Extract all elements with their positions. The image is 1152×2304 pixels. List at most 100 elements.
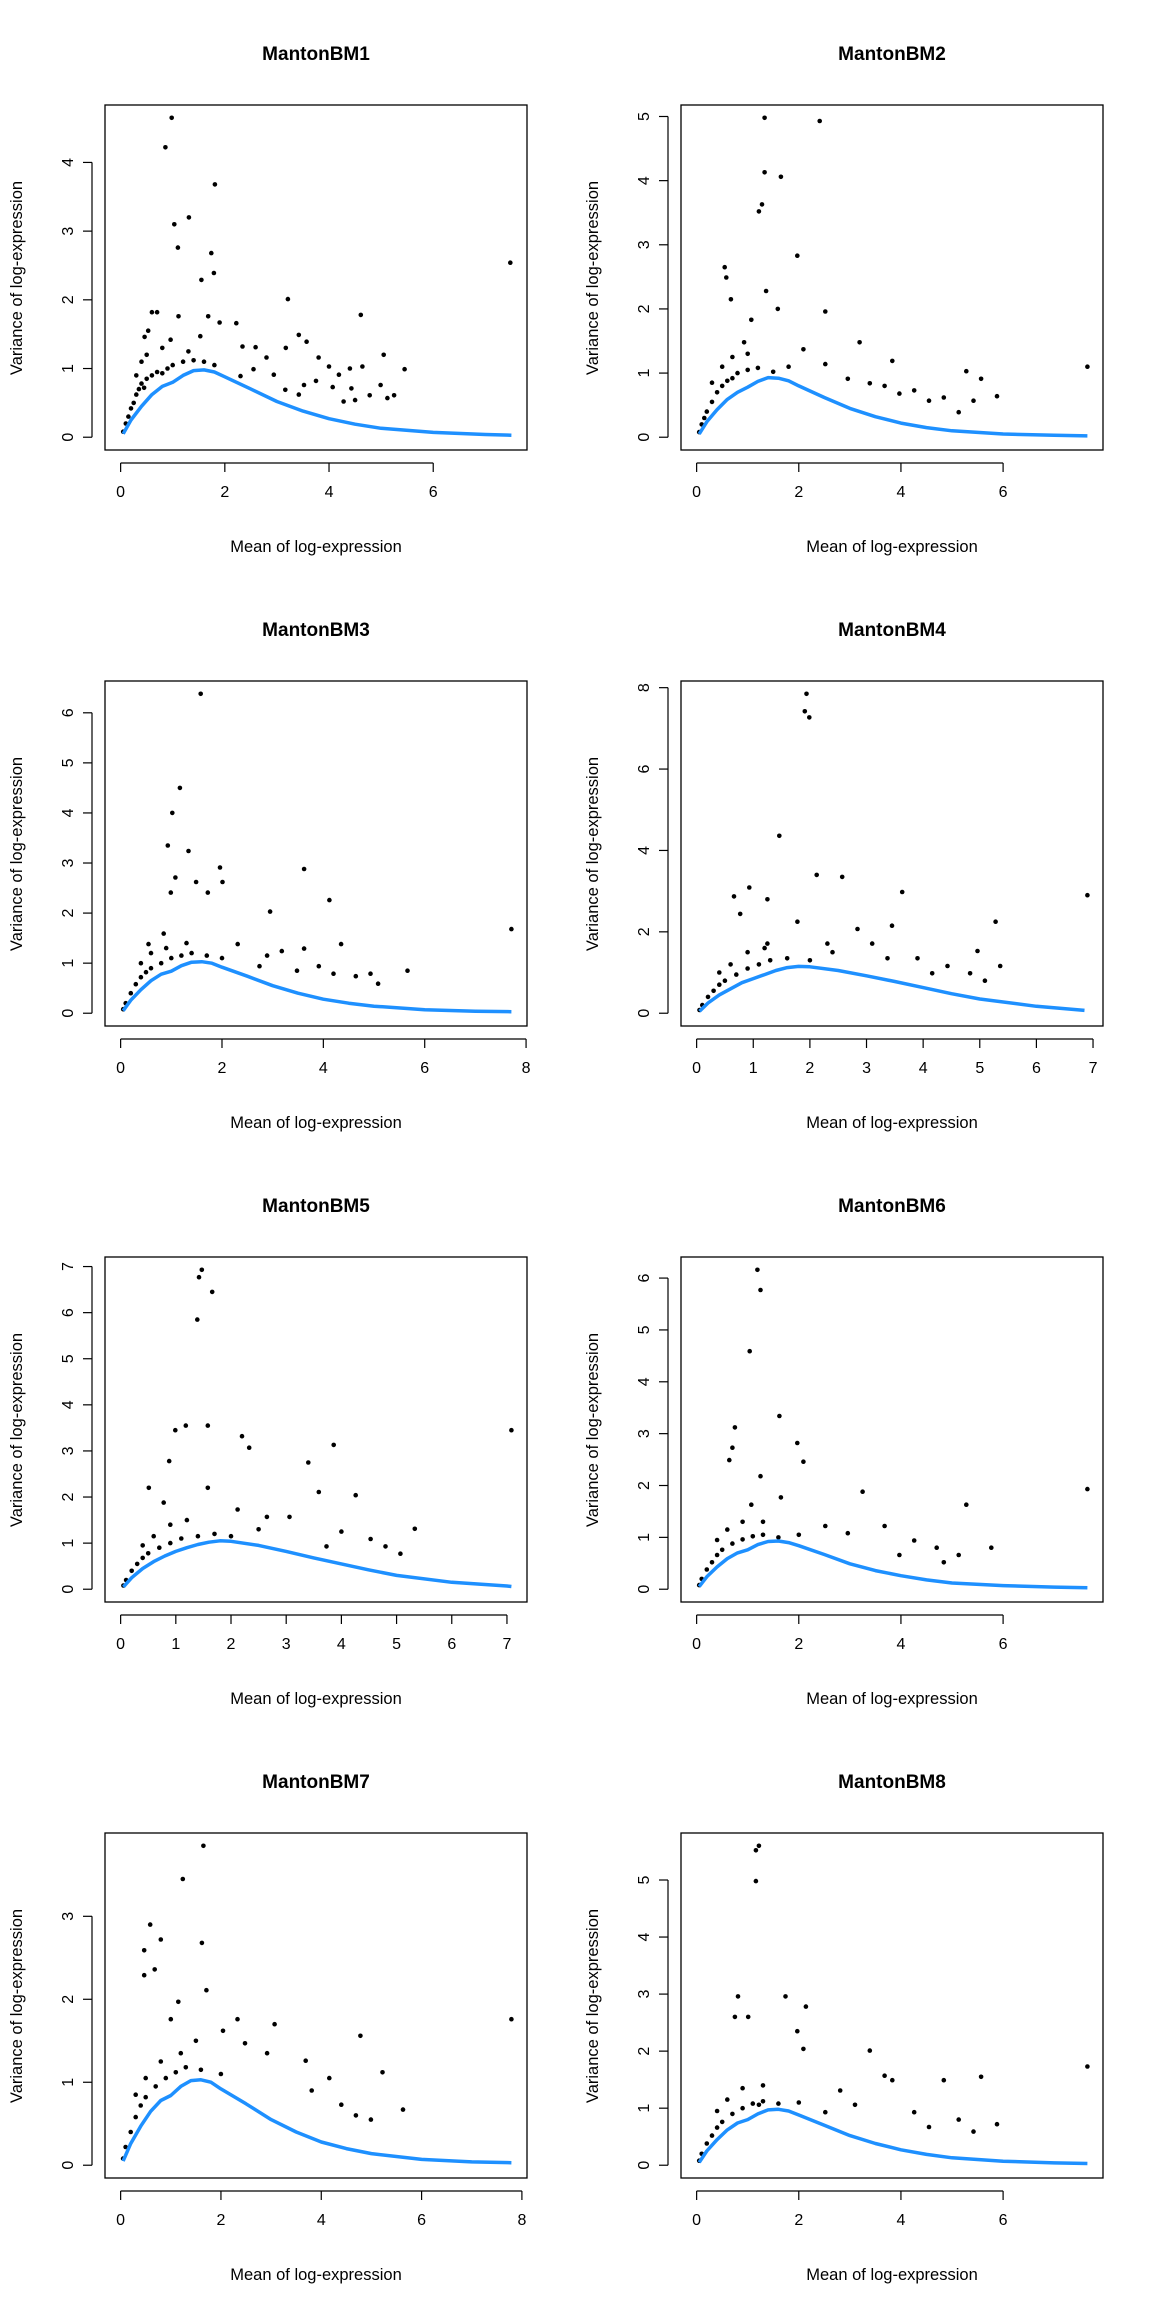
y-tick-label: 5 bbox=[60, 758, 77, 767]
data-point bbox=[128, 990, 134, 996]
y-tick-label: 6 bbox=[636, 1274, 653, 1283]
x-tick-label: 3 bbox=[862, 1060, 871, 1077]
data-point bbox=[885, 956, 890, 961]
data-point bbox=[795, 919, 800, 924]
data-point bbox=[195, 1317, 200, 1322]
data-point bbox=[138, 2103, 143, 2108]
data-point bbox=[731, 894, 737, 899]
data-point bbox=[941, 2077, 947, 2083]
data-point bbox=[745, 2014, 751, 2020]
data-point bbox=[867, 2048, 873, 2053]
scatter-points bbox=[120, 1843, 514, 2161]
data-point bbox=[316, 355, 321, 360]
trend-line bbox=[697, 1539, 1088, 1590]
x-axis-label: Mean of log-expression bbox=[230, 538, 402, 556]
data-point bbox=[143, 2075, 148, 2081]
data-point bbox=[714, 390, 720, 395]
data-point bbox=[735, 1994, 741, 1999]
data-point bbox=[148, 965, 154, 971]
data-point bbox=[168, 337, 173, 343]
data-point bbox=[140, 1555, 145, 1561]
x-tick-label: 2 bbox=[794, 2212, 803, 2229]
data-point bbox=[193, 2038, 199, 2044]
y-tick-label: 5 bbox=[636, 1325, 653, 1334]
x-tick-label: 2 bbox=[794, 1636, 803, 1653]
data-point bbox=[294, 968, 300, 973]
data-point bbox=[367, 393, 373, 398]
data-point bbox=[199, 1940, 205, 1946]
x-tick-label: 7 bbox=[1089, 1060, 1098, 1077]
data-point bbox=[131, 400, 136, 406]
data-point bbox=[146, 1485, 152, 1491]
y-tick-label: 3 bbox=[60, 227, 77, 236]
data-point bbox=[978, 376, 984, 382]
data-point bbox=[711, 988, 716, 994]
panel-8: MantonBM8 0 2 4 6 0 1 2 3 4 5 Mean of log-expressio… bbox=[584, 1772, 1104, 2284]
data-point bbox=[375, 981, 381, 986]
data-point bbox=[807, 958, 813, 963]
chart-title: MantonBM4 bbox=[838, 620, 946, 641]
x-tick-label: 1 bbox=[749, 1060, 758, 1077]
data-point bbox=[347, 366, 353, 371]
y-tick-label: 2 bbox=[636, 304, 653, 313]
data-point bbox=[144, 352, 149, 358]
x-tick-label: 8 bbox=[522, 1060, 531, 1077]
data-point bbox=[141, 385, 147, 391]
data-point bbox=[763, 288, 769, 294]
data-point bbox=[199, 1267, 205, 1273]
data-point bbox=[750, 1534, 756, 1539]
data-point bbox=[722, 264, 727, 270]
y-tick-label: 5 bbox=[636, 1875, 653, 1884]
data-point bbox=[339, 2102, 344, 2107]
data-point bbox=[509, 926, 514, 932]
data-point bbox=[725, 378, 730, 384]
data-point bbox=[173, 875, 178, 880]
data-point bbox=[145, 328, 151, 334]
y-tick-label: 2 bbox=[60, 909, 77, 918]
y-tick-label: 1 bbox=[60, 959, 77, 968]
y-tick-label: 2 bbox=[636, 2047, 653, 2056]
data-point bbox=[201, 359, 207, 365]
y-tick-label: 6 bbox=[636, 765, 653, 774]
data-point bbox=[722, 978, 728, 983]
trend-line bbox=[121, 368, 512, 437]
y-tick-label: 1 bbox=[636, 1533, 653, 1542]
data-point bbox=[759, 202, 765, 207]
data-point bbox=[242, 2041, 248, 2046]
scatter-points bbox=[696, 1267, 1090, 1588]
data-point bbox=[882, 383, 887, 389]
data-point bbox=[209, 1289, 215, 1295]
data-point bbox=[133, 981, 139, 987]
data-point bbox=[358, 312, 364, 318]
data-point bbox=[205, 1485, 211, 1491]
y-tick-label: 2 bbox=[60, 1492, 77, 1501]
data-point bbox=[186, 848, 191, 854]
data-point bbox=[971, 398, 976, 404]
data-point bbox=[166, 1458, 172, 1464]
data-point bbox=[741, 340, 747, 345]
y-axis-label: Variance of log-expression bbox=[584, 1333, 602, 1527]
data-point bbox=[168, 2016, 174, 2022]
data-point bbox=[176, 1999, 181, 2005]
y-tick-label: 7 bbox=[60, 1262, 77, 1271]
data-point bbox=[725, 1527, 730, 1532]
trend-line bbox=[121, 2078, 512, 2165]
y-tick-label: 4 bbox=[60, 808, 77, 817]
data-point bbox=[154, 309, 160, 315]
x-tick-label: 1 bbox=[171, 1636, 180, 1653]
data-point bbox=[814, 872, 819, 878]
data-point bbox=[220, 879, 225, 885]
data-point bbox=[801, 1459, 806, 1464]
y-axis-label: Variance of log-expression bbox=[8, 1909, 26, 2103]
trend-line bbox=[698, 964, 1085, 1013]
data-point bbox=[133, 2092, 138, 2097]
data-point bbox=[180, 359, 186, 365]
data-point bbox=[136, 386, 142, 392]
data-point bbox=[714, 2108, 720, 2114]
data-point bbox=[168, 1522, 173, 1527]
data-point bbox=[148, 950, 154, 956]
y-tick-label: 4 bbox=[636, 1933, 653, 1942]
data-point bbox=[205, 1423, 211, 1428]
data-point bbox=[786, 364, 791, 370]
data-point bbox=[717, 970, 722, 975]
